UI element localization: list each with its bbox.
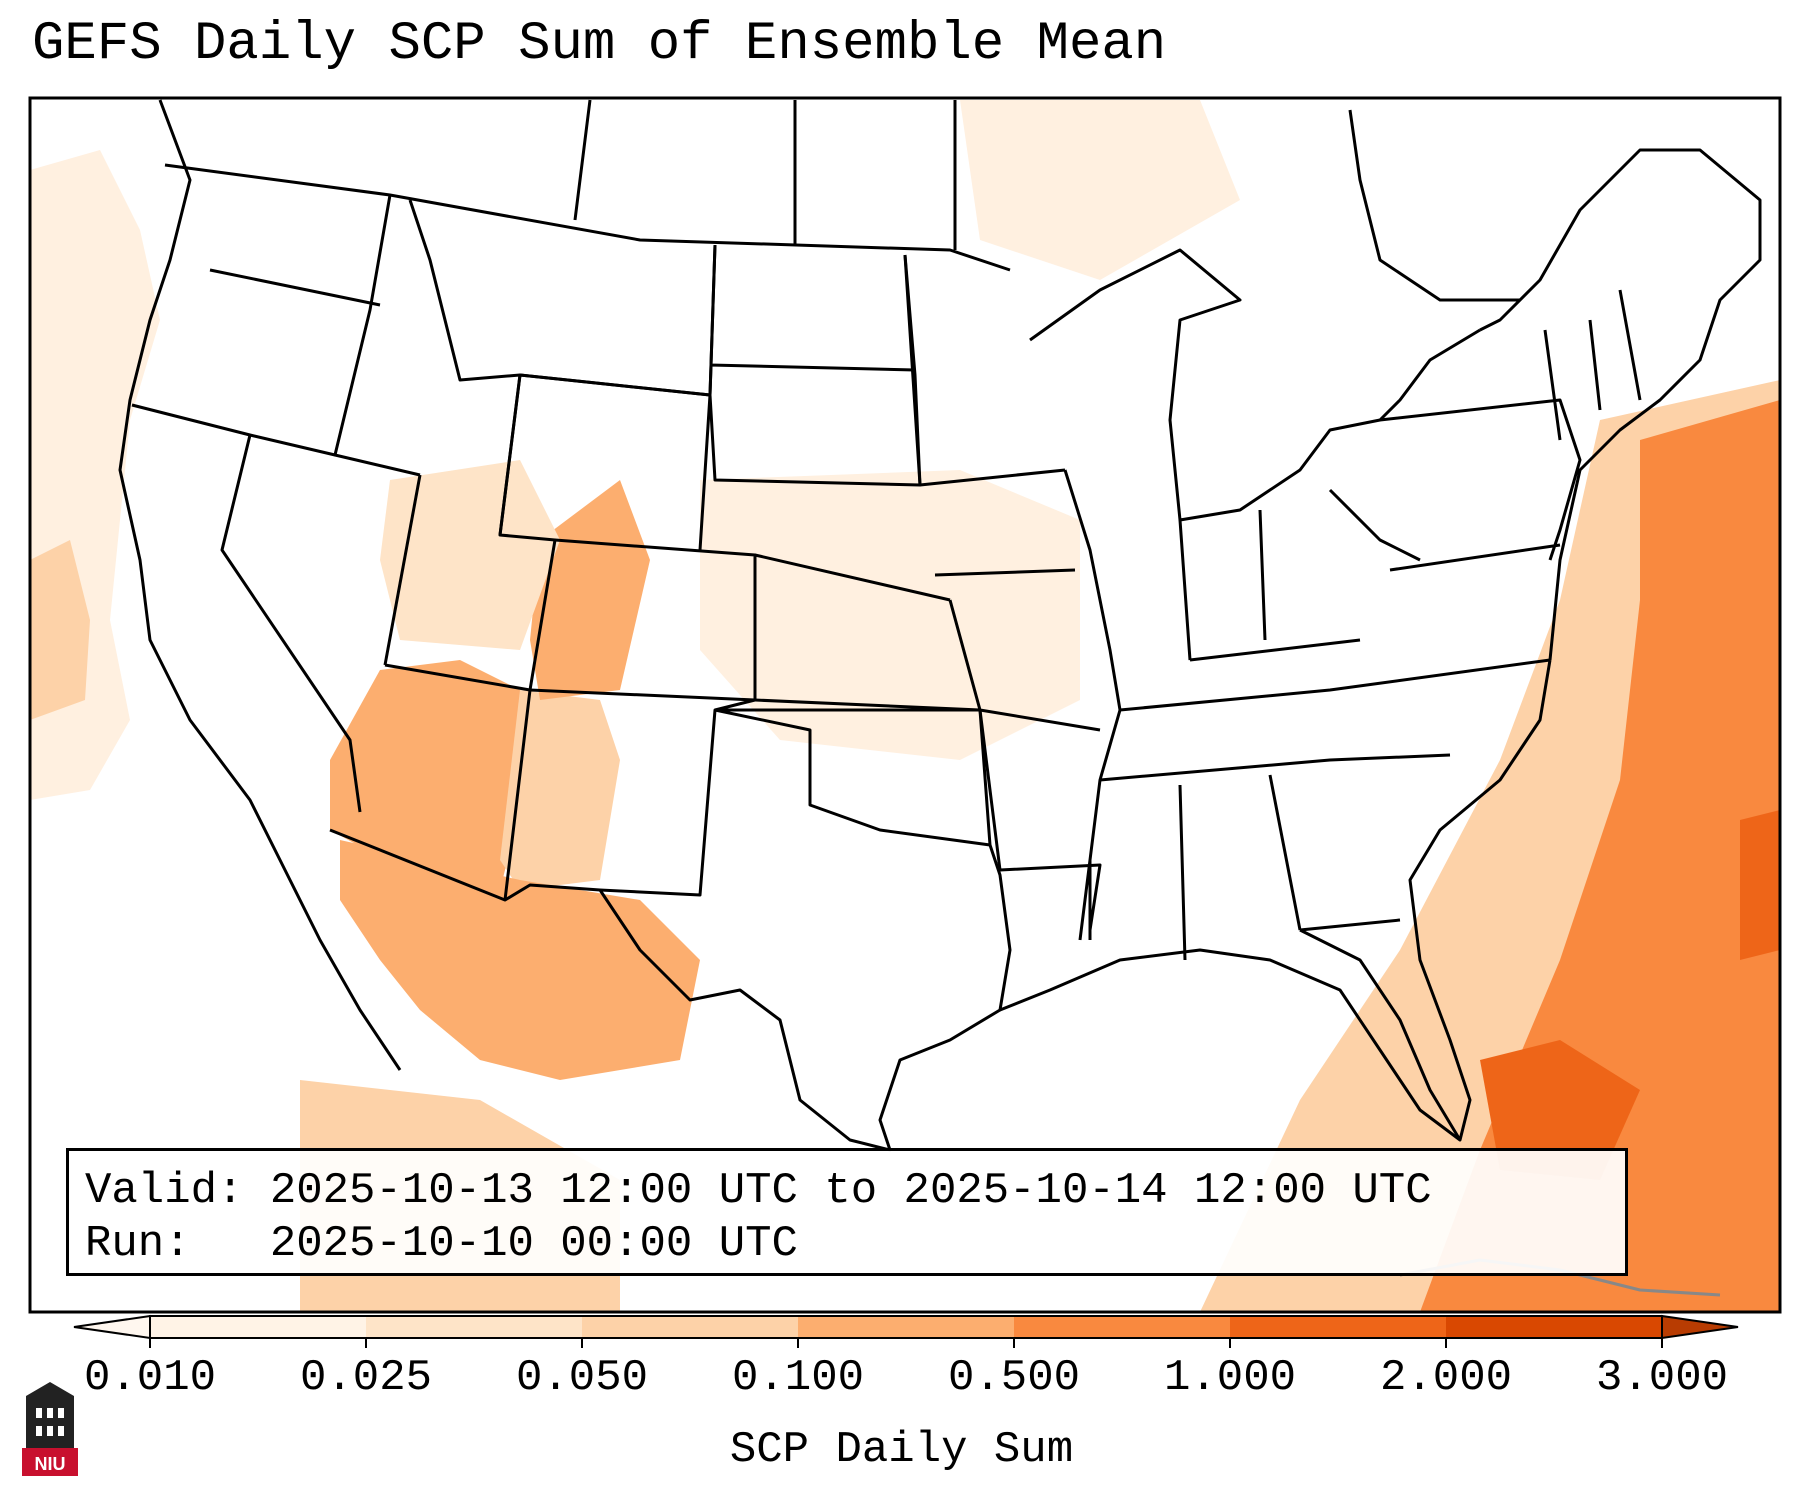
colorbar-bin-0 (150, 1316, 367, 1338)
colorbar-tick-label: 0.025 (299, 1353, 433, 1403)
shade-mexico (340, 840, 700, 1080)
colorbar-tick-label: 0.100 (731, 1353, 865, 1403)
colorbar-label: SCP Daily Sum (729, 1425, 1074, 1475)
shade-utah-colorado (530, 480, 650, 700)
map-frame (28, 96, 1782, 1314)
niu-logo-text: NIU (35, 1454, 66, 1474)
florida (1299, 928, 1462, 1141)
shade-atlantic-strong (1740, 810, 1780, 960)
colorbar-tick-label: 0.050 (515, 1353, 649, 1403)
colorbar-bins (150, 1316, 1663, 1338)
deep-south-borders (1088, 774, 1401, 961)
colorbar-outline (149, 1315, 1663, 1339)
idaho-border (333, 194, 421, 477)
dakotas-border (708, 244, 922, 487)
colorbar-bin-6 (1446, 1316, 1663, 1338)
shade-great-basin (380, 460, 560, 650)
tn-ky-border (1119, 658, 1551, 712)
shade-pacific-moderate (30, 540, 90, 720)
colorbar-tick-labels: 0.010 0.025 0.050 0.100 0.500 1.000 2.000 3.000 (0, 1356, 1803, 1416)
niu-logo: NIU (22, 1382, 78, 1476)
pacific-coastline (118, 99, 402, 1071)
scp-shading (30, 100, 1780, 1312)
valid-time-line: Valid: 2025-10-13 12:00 UTC to 2025-10-1… (85, 1166, 1432, 1216)
nm-border (504, 698, 756, 902)
colorbar-bin-4 (1014, 1316, 1231, 1338)
colorbar (73, 1314, 1739, 1348)
northeast-borders (1379, 148, 1762, 661)
wy-co-border (529, 538, 757, 702)
colorbar-bin-5 (1230, 1316, 1447, 1338)
montana-border (408, 199, 717, 397)
nv-ut-border (383, 474, 422, 666)
canada-provinces (573, 99, 1520, 302)
ca-nv-border (220, 434, 362, 813)
valid-run-info-box: Valid: 2025-10-13 12:00 UTC to 2025-10-1… (66, 1148, 1628, 1276)
great-lakes-shore (1029, 248, 1481, 522)
shade-north (960, 100, 1240, 280)
colorbar-under-triangle (73, 1314, 151, 1340)
new-england-borders (1543, 289, 1642, 441)
wa-or-border (209, 268, 381, 307)
colorbar-over-triangle (1661, 1314, 1739, 1340)
colorbar-tick-label: 0.500 (947, 1353, 1081, 1403)
midwest-borders (1178, 488, 1421, 662)
ar-la-border (978, 709, 1102, 931)
or-ca-border (131, 403, 336, 457)
colorbar-tick-label: 2.000 (1379, 1353, 1513, 1403)
shade-arizona (330, 660, 520, 890)
us-canada-border (164, 163, 1011, 272)
colorbar-bin-2 (582, 1316, 799, 1338)
shade-new-mexico (500, 690, 620, 890)
colorbar-tick-marks (149, 1338, 1663, 1348)
mn-ia-border (903, 254, 1066, 487)
colorbar-tick-label: 0.010 (83, 1353, 217, 1403)
colorbar-bin-1 (366, 1316, 583, 1338)
colorbar-tick-label: 1.000 (1163, 1353, 1297, 1403)
run-time-line: Run: 2025-10-10 00:00 UTC (85, 1219, 798, 1269)
shade-bahamas-strong (1480, 1040, 1640, 1180)
wy-border (498, 373, 712, 551)
shade-plains (700, 470, 1080, 760)
tn-border (1099, 753, 1451, 782)
colorbar-tick-label: 3.000 (1595, 1353, 1729, 1403)
map-title: GEFS Daily SCP Sum of Ensemble Mean (32, 14, 1167, 75)
colorbar-bin-3 (798, 1316, 1015, 1338)
texas-border (598, 708, 1012, 1152)
